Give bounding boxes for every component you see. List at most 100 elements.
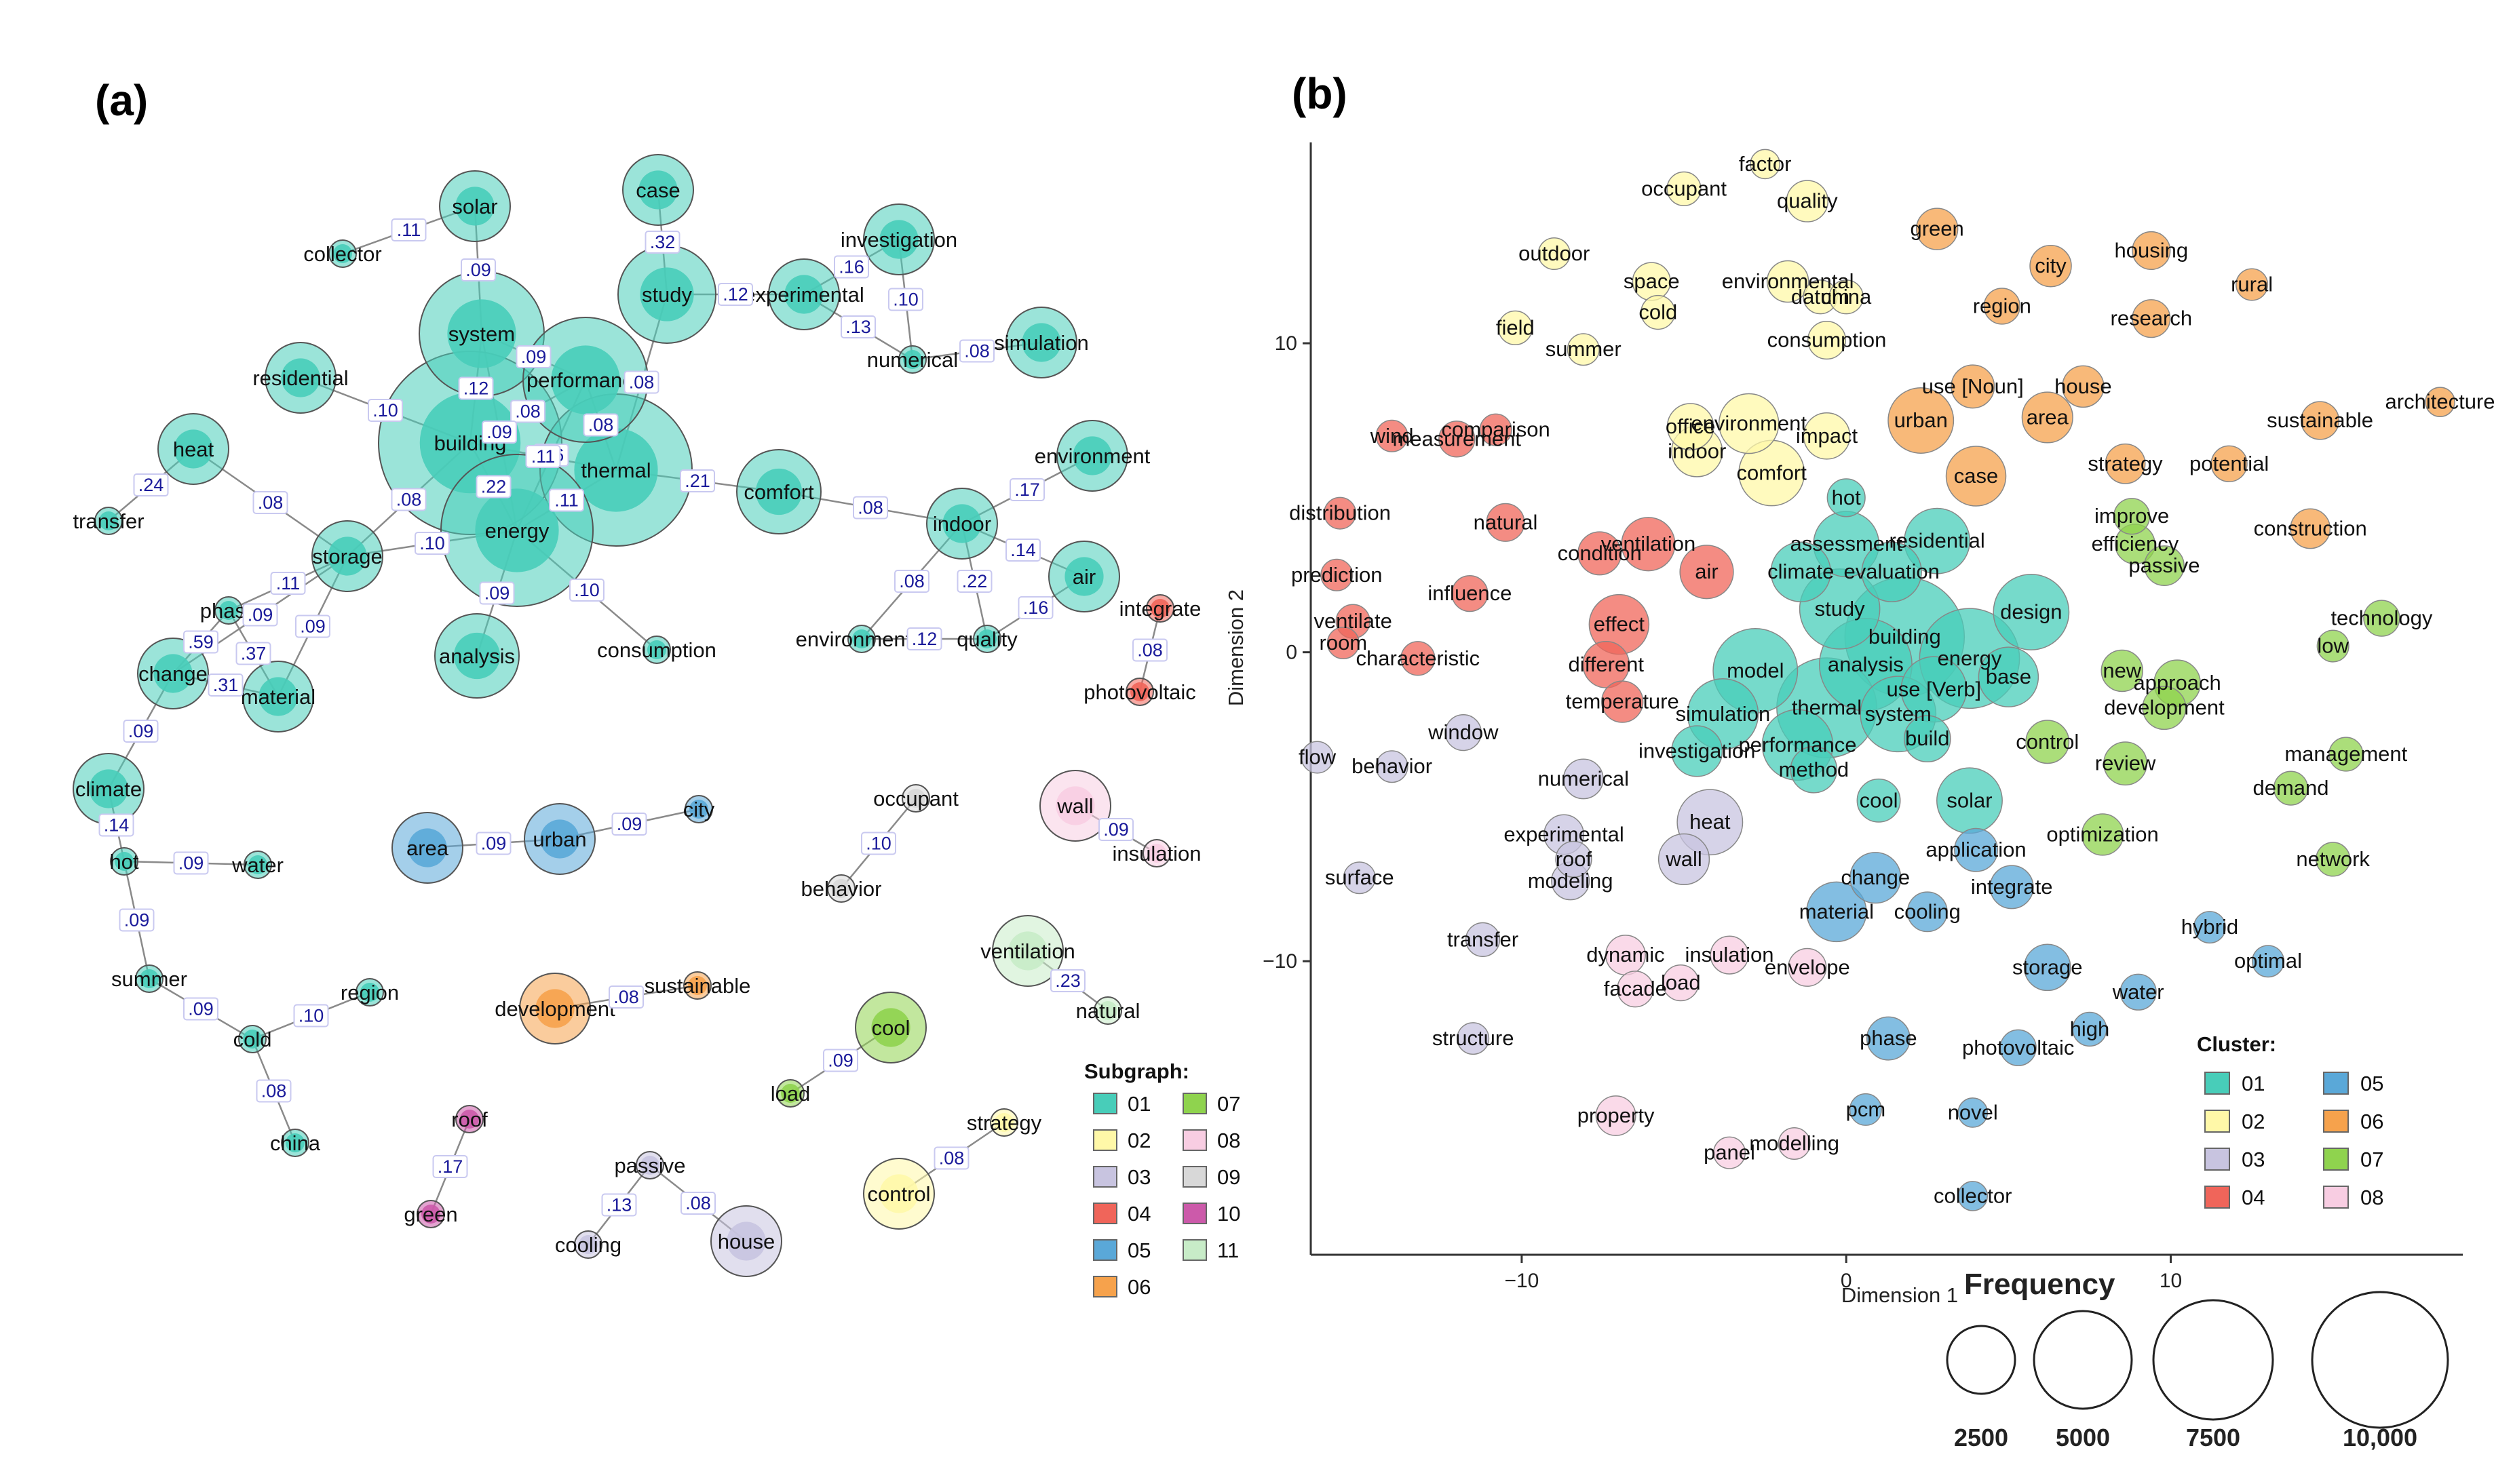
edge-weight-value: .12 — [723, 284, 748, 305]
point-label-storage: storage — [2012, 955, 2082, 979]
point-label-water: water — [2112, 980, 2164, 1004]
point-label-prediction: prediction — [1291, 563, 1382, 587]
point-housing — [2132, 231, 2171, 271]
cluster-label-04: 04 — [2242, 1186, 2265, 1209]
edge-weight-box — [119, 908, 155, 932]
node-solar — [439, 170, 511, 242]
point-label-wind: wind — [1370, 424, 1414, 448]
point-label-house: house — [2054, 374, 2111, 398]
frequency-legend-label: 2500 — [1954, 1424, 2008, 1451]
subgraph-legend: Subgraph: 01 02 03 04 05 06 07 08 09 10 11 — [1084, 1059, 1240, 1299]
node-case-core — [638, 170, 678, 210]
node-label-photovoltaic: photovoltaic — [1083, 680, 1195, 704]
edge-weight-box — [834, 255, 869, 279]
node-transfer-core — [99, 511, 118, 530]
edge-weight-hot-summer: .09 — [119, 908, 155, 932]
edge-weight-box — [235, 642, 271, 665]
node-label-cold: cold — [233, 1028, 272, 1051]
node-label-simulation: simulation — [994, 331, 1089, 355]
point-label-analysis: analysis — [1828, 652, 1904, 676]
edge-weight-value: .08 — [258, 492, 284, 513]
point-label-assessment: assessment — [1790, 532, 1903, 555]
node-experimental-core — [784, 275, 824, 314]
node-behavior — [827, 874, 856, 903]
node-investigation-core — [879, 220, 919, 259]
edge-weight-box — [479, 581, 515, 605]
point-label-quality: quality — [1777, 189, 1838, 213]
node-photovoltaic-core — [1130, 682, 1149, 701]
node-label-natural: natural — [1076, 999, 1140, 1023]
node-summer-core — [140, 969, 159, 988]
edge-weight-box — [1098, 818, 1134, 841]
node-label-behavior: behavior — [801, 877, 882, 901]
edge-weight-value: .13 — [607, 1195, 632, 1215]
node-label-water: water — [231, 853, 284, 877]
point-case — [1945, 446, 2007, 507]
node-roof — [455, 1105, 484, 1133]
edge-weight-box — [183, 997, 218, 1021]
frequency-legend-circle — [2033, 1310, 2133, 1410]
x-tick-label: −10 — [1504, 1270, 1539, 1292]
point-phase — [1866, 1016, 1911, 1061]
point-label-improve: improve — [2094, 504, 2169, 528]
edge-weight-box — [293, 1004, 329, 1028]
cluster-label-06: 06 — [2360, 1110, 2383, 1133]
point-architecture — [2425, 387, 2455, 417]
point-label-efficiency: efficiency — [2092, 532, 2179, 555]
edge-weight-value: .10 — [866, 834, 891, 854]
point-label-residential: residential — [1889, 529, 1984, 553]
point-label-consumption: consumption — [1767, 328, 1887, 352]
point-area — [2021, 391, 2073, 444]
x-tick-label: 10 — [2160, 1270, 2182, 1292]
node-strategy — [990, 1108, 1018, 1137]
node-label-energy: energy — [485, 519, 550, 543]
edge-weight-value: .10 — [419, 533, 445, 553]
edge-weight-box — [516, 345, 552, 368]
edge-weight-box — [476, 475, 512, 499]
node-label-case: case — [636, 178, 680, 202]
point-temperature — [1600, 680, 1644, 723]
point-management — [2328, 737, 2364, 772]
node-label-integrate: integrate — [1119, 597, 1202, 621]
edge-weight-value: .09 — [521, 347, 547, 367]
point-label-base: base — [1986, 665, 2031, 688]
edge-weight-box — [482, 421, 517, 444]
node-label-strategy: strategy — [967, 1111, 1042, 1135]
edge-weight-passive-cooling: .13 — [601, 1193, 637, 1217]
point-climate — [1770, 541, 1831, 602]
edge-weight-residential-building: .10 — [368, 399, 403, 422]
node-label-investigation: investigation — [841, 228, 957, 252]
node-water-core — [248, 855, 267, 874]
edge-weight-value: .09 — [484, 583, 510, 604]
point-label-surface: surface — [1325, 865, 1394, 889]
point-hot — [1826, 478, 1866, 518]
point-label-comfort: comfort — [1737, 461, 1807, 484]
cluster-swatch-04 — [2204, 1186, 2230, 1209]
point-strategy — [2105, 443, 2146, 484]
node-label-study: study — [642, 283, 693, 307]
point-natural — [1486, 503, 1525, 542]
edge-weight-box — [934, 1146, 970, 1170]
point-label-rural: rural — [2231, 273, 2273, 296]
node-numerical-core — [903, 350, 922, 369]
subgraph-swatch-07 — [1183, 1093, 1207, 1114]
edge-weight-value: .09 — [178, 853, 204, 874]
cluster-legend: Cluster: 01 02 03 04 05 06 07 08 — [2197, 1032, 2383, 1209]
edge-weight-air-quality: .16 — [1018, 596, 1054, 619]
node-label-solar: solar — [452, 195, 497, 218]
subgraph-label-03: 03 — [1128, 1165, 1151, 1189]
point-outdoor — [1537, 237, 1571, 271]
cluster-swatch-01 — [2204, 1072, 2230, 1095]
point-facade — [1617, 971, 1654, 1008]
node-label-load: load — [771, 1082, 811, 1106]
point-build — [1903, 715, 1951, 763]
point-different — [1582, 641, 1630, 688]
point-characteristic — [1400, 641, 1436, 676]
edge-weight-value: .09 — [300, 617, 326, 637]
edge-weight-value: .12 — [463, 378, 489, 399]
node-material-core — [258, 677, 298, 716]
node-label-thermal: thermal — [581, 458, 651, 482]
edge-weight-system-performance: .09 — [516, 345, 552, 368]
point-behavior — [1375, 750, 1408, 783]
edge-weight-area-urban: .09 — [476, 832, 512, 855]
